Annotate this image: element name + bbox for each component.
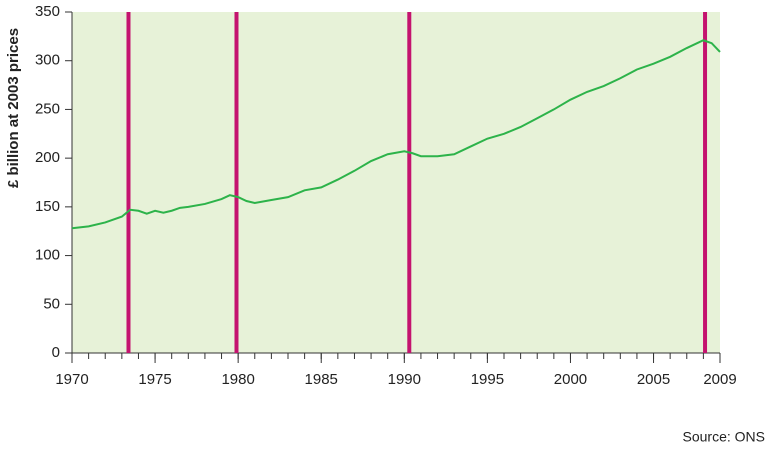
y-tick-label: 0 bbox=[52, 344, 60, 361]
source: Source: ONS bbox=[683, 429, 765, 445]
data-line bbox=[71, 39, 721, 230]
x-tick-label: 2005 bbox=[637, 371, 670, 388]
y-tick-label: 250 bbox=[35, 100, 60, 117]
x-tick-label: 2009 bbox=[703, 371, 736, 388]
x-tick-label: 2000 bbox=[554, 371, 587, 388]
x-tick-label: 1980 bbox=[221, 371, 254, 388]
y-tick-label: 200 bbox=[35, 149, 60, 166]
x-tick-label: 1970 bbox=[55, 371, 88, 388]
x-tick-label: 1995 bbox=[471, 371, 504, 388]
y-tick-label: 300 bbox=[35, 52, 60, 69]
y-axis-label: £ billion at 2003 prices bbox=[5, 28, 22, 188]
x-tick-label: 1990 bbox=[388, 371, 421, 388]
y-tick-label: 350 bbox=[35, 3, 60, 20]
y-tick-label: 100 bbox=[35, 247, 60, 264]
y-tick-label: 150 bbox=[35, 198, 60, 215]
x-tick-label: 1985 bbox=[305, 371, 338, 388]
x-tick-label: 1975 bbox=[138, 371, 171, 388]
y-tick-label: 50 bbox=[43, 295, 60, 312]
plot-background bbox=[72, 12, 720, 353]
